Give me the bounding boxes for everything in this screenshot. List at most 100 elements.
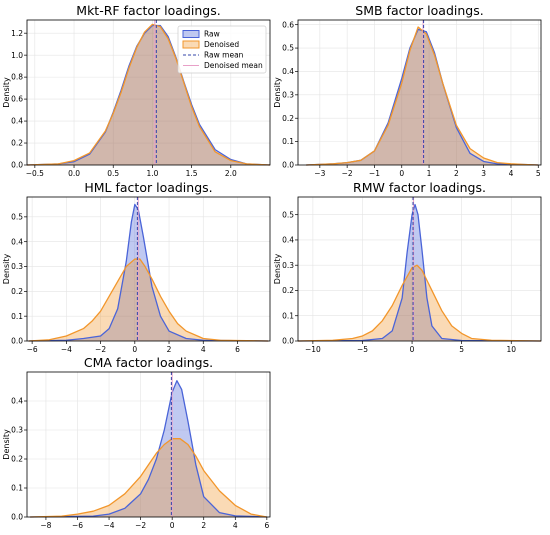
- y-tick-label: 0.0: [11, 513, 23, 522]
- x-tick-label: −5: [357, 345, 368, 354]
- y-tick-label: 0.3: [11, 262, 23, 271]
- axes-frame: [26, 371, 271, 518]
- y-tick-label: 0.3: [282, 261, 294, 270]
- x-tick-label: 2: [201, 521, 206, 530]
- x-tick-label: 1.5: [186, 169, 198, 178]
- chart-panel-2: −3 −2 −1 0 1 2 3 4 5 0.0 0.1 0.2 0.3 0.4 0.5 0.6 SMB fac…: [273, 3, 542, 178]
- y-tick-label: 0.3: [282, 90, 294, 99]
- axes-frame: [26, 196, 271, 342]
- x-tick-label: 1: [427, 169, 432, 178]
- y-axis-label: Density: [273, 77, 282, 108]
- series-line-denoised: [30, 438, 267, 518]
- x-tick-label: 4: [201, 345, 206, 354]
- series-area-denoised: [27, 24, 270, 165]
- y-axis-label: Density: [2, 254, 11, 285]
- legend-label-raw: Raw: [204, 30, 220, 39]
- legend-box: [177, 25, 267, 74]
- axes-frame: [26, 19, 271, 166]
- x-tick-label: −2: [135, 521, 146, 530]
- legend-swatch-raw: [182, 30, 200, 38]
- chart-title: SMB factor loadings.: [355, 3, 483, 18]
- x-tick-label: 2: [167, 345, 172, 354]
- y-tick-label: 0.4: [11, 237, 23, 246]
- y-tick-label: 0.0: [282, 161, 294, 170]
- y-axis-label: Density: [273, 254, 282, 285]
- x-tick-label: 0: [399, 169, 404, 178]
- y-tick-label: 0.4: [282, 236, 294, 245]
- x-tick-label: −0.5: [26, 169, 44, 178]
- series-area-denoised: [306, 27, 539, 165]
- legend-swatch-denoised: [182, 40, 200, 49]
- series-line-raw: [297, 203, 542, 342]
- x-tick-label: 0: [410, 345, 415, 354]
- series-line-denoised: [297, 264, 542, 342]
- y-tick-label: 0.5: [11, 212, 23, 221]
- y-tick-label: 0.2: [11, 455, 23, 464]
- series-line-denoised: [306, 26, 539, 166]
- y-tick-label: 0.1: [282, 137, 294, 146]
- y-tick-label: 0.2: [282, 114, 294, 123]
- x-tick-label: −2: [95, 345, 106, 354]
- x-tick-label: 10: [506, 345, 516, 354]
- x-tick-label: −10: [305, 345, 321, 354]
- series-area-denoised: [298, 265, 541, 341]
- y-tick-label: 0.5: [282, 210, 294, 219]
- x-tick-label: 0: [132, 345, 137, 354]
- x-tick-label: −6: [72, 521, 83, 530]
- y-tick-label: 0.4: [11, 117, 23, 126]
- y-tick-label: 0.5: [282, 44, 294, 53]
- y-tick-label: 0.0: [11, 337, 23, 346]
- x-tick-label: 5: [459, 345, 464, 354]
- x-tick-label: 5: [536, 169, 541, 178]
- chart-panel-4: −10 −5 0 5 10 0.0 0.1 0.2 0.3 0.4 0.5 RMW factor lo…: [273, 180, 542, 354]
- x-tick-label: −1: [369, 169, 380, 178]
- chart-panel-3: −6 −4 −2 0 2 4 6 0.0 0.1 0.2 0.3 0.4 0.5 HML factor l…: [2, 180, 271, 354]
- series-area-raw: [27, 25, 270, 165]
- x-tick-label: 2: [454, 169, 459, 178]
- x-tick-label: −8: [40, 521, 51, 530]
- y-tick-label: 0.6: [282, 20, 294, 29]
- y-tick-label: 0.2: [282, 286, 294, 295]
- y-tick-label: 0.2: [11, 287, 23, 296]
- axes-frame: [297, 196, 542, 342]
- series-line-raw: [28, 203, 269, 342]
- x-tick-label: 2.0: [225, 169, 237, 178]
- legend-label-denoised-mean: Denoised mean: [204, 61, 263, 70]
- chart-title: Mkt-RF factor loadings.: [76, 3, 220, 18]
- y-tick-label: 0.0: [11, 161, 23, 170]
- y-tick-label: 1.0: [11, 51, 23, 60]
- y-tick-label: 0.0: [282, 337, 294, 346]
- y-tick-label: 0.4: [282, 67, 294, 76]
- y-tick-label: 1.2: [11, 29, 23, 38]
- chart-title: RMW factor loadings.: [353, 180, 486, 195]
- y-axis-label: Density: [2, 429, 11, 460]
- y-tick-label: 0.2: [11, 139, 23, 148]
- x-tick-label: 4: [509, 169, 514, 178]
- chart-title: CMA factor loadings.: [84, 355, 213, 370]
- chart-title: HML factor loadings.: [84, 180, 212, 195]
- series-area-raw: [30, 380, 267, 517]
- x-tick-label: 3: [481, 169, 486, 178]
- legend-label-denoised: Denoised: [204, 40, 239, 49]
- chart-panel-5: −8 −6 −4 −2 0 2 4 6 0.0 0.1 0.2 0.3 0.4 CMA factor lo…: [2, 355, 271, 530]
- series-line-denoised: [26, 23, 271, 166]
- x-tick-label: 6: [264, 521, 269, 530]
- x-tick-label: −3: [314, 169, 325, 178]
- y-tick-label: 0.3: [11, 426, 23, 435]
- y-tick-label: 0.4: [11, 397, 23, 406]
- series-area-denoised: [28, 259, 269, 341]
- x-tick-label: 1.0: [146, 169, 158, 178]
- x-tick-label: −4: [104, 521, 115, 530]
- axes-frame: [297, 19, 542, 166]
- y-tick-label: 0.1: [11, 484, 23, 493]
- y-tick-label: 0.8: [11, 73, 23, 82]
- series-area-raw: [306, 29, 539, 165]
- y-tick-label: 0.1: [11, 312, 23, 321]
- y-tick-label: 0.1: [282, 311, 294, 320]
- chart-panel-1: −0.5 0.0 0.5 1.0 1.5 2.00.00.20.40.60.81.01.2…: [2, 3, 271, 178]
- x-tick-label: −4: [61, 345, 72, 354]
- y-tick-label: 0.6: [11, 95, 23, 104]
- y-axis-label: Density: [2, 77, 11, 108]
